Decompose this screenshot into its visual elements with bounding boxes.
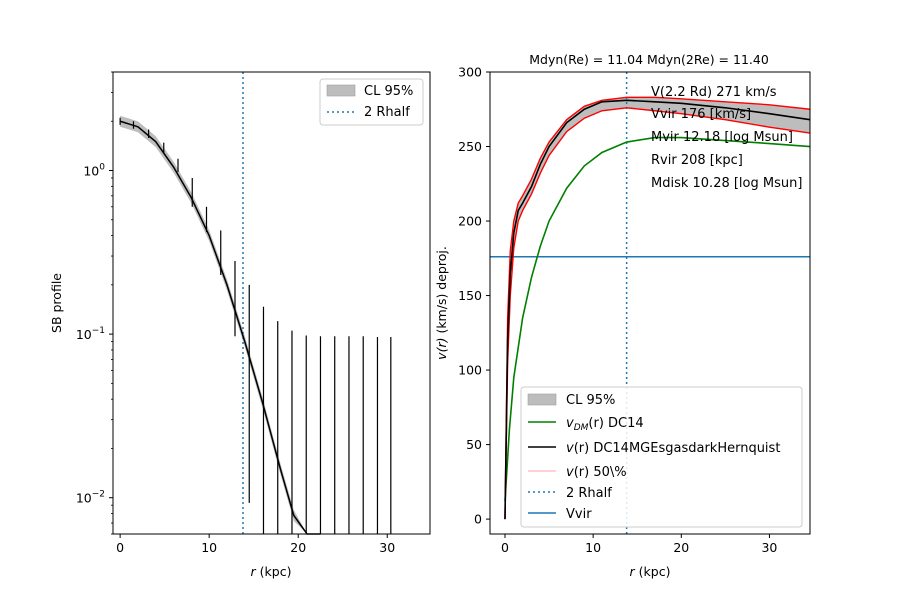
left-legend: CL 95% 2 Rhalf — [319, 78, 424, 126]
annotation-rvir: Rvir 208 [kpc] — [651, 153, 743, 168]
right-xtick-label-0: 0 — [501, 540, 509, 555]
right-legend-vtotal-label: v(r) DC14MGEsgasdarkHernquist — [566, 441, 780, 456]
left-xtick-label-0: 0 — [116, 540, 124, 555]
right-xtick-label-1: 10 — [585, 540, 601, 555]
right-legend-v50-label: v(r) 50\% — [566, 465, 627, 480]
left-legend-cl95-label: CL 95% — [364, 84, 413, 99]
left-error-bars — [119, 117, 392, 534]
right-annotations: V(2.2 Rd) 271 km/s Vvir 176 [km/s] Mvir … — [651, 85, 802, 191]
right-vdm-curve — [504, 136, 811, 502]
right-ytick-label-3: 150 — [458, 288, 482, 303]
left-cl95-band — [120, 115, 321, 534]
left-y-label: SB profile — [49, 273, 64, 333]
left-legend-cl95-swatch — [326, 84, 356, 97]
left-xtick-label-2: 20 — [290, 540, 306, 555]
right-y-label: v(r) (km/s) deproj. — [434, 246, 449, 360]
right-legend: CL 95% vDM(r) DC14 v(r) DC14MGEsgasdarkH… — [520, 386, 803, 528]
right-v-total-curve — [504, 99, 811, 520]
left-model-curve — [119, 120, 321, 535]
annotation-vvir: Vvir 176 [km/s] — [651, 107, 751, 122]
right-x-label: r (kpc) — [630, 564, 671, 579]
right-ytick-label-0: 0 — [474, 512, 482, 527]
left-x-label: r (kpc) — [251, 564, 292, 579]
right-cl-lower-curve — [504, 107, 811, 520]
annotation-mdisk: Mdisk 10.28 [log Msun] — [651, 176, 802, 191]
right-title: Mdyn(Re) = 11.04 Mdyn(2Re) = 11.40 — [529, 52, 769, 67]
left-xtick-label-1: 10 — [201, 540, 217, 555]
right-ytick-label-6: 300 — [458, 65, 482, 80]
left-axes-frame — [112, 71, 431, 535]
annotation-mvir: Mvir 12.18 [log Msun] — [651, 130, 793, 145]
right-ytick-label-1: 50 — [466, 437, 482, 452]
right-xtick-label-3: 30 — [761, 540, 777, 555]
right-ytick-label-5: 250 — [458, 139, 482, 154]
left-legend-2rhalf-label: 2 Rhalf — [364, 105, 410, 120]
left-ytick-label-0: 10−2 — [76, 490, 105, 506]
right-ytick-label-4: 200 — [458, 214, 482, 229]
right-legend-vdm-label: vDM(r) DC14 — [566, 416, 644, 433]
right-legend-cl95-label: CL 95% — [566, 393, 615, 408]
right-legend-vvir-label: Vvir — [566, 507, 592, 522]
left-xtick-label-3: 30 — [379, 540, 395, 555]
left-ytick-label-2: 100 — [83, 162, 105, 178]
right-legend-2rhalf-label: 2 Rhalf — [566, 486, 612, 501]
right-cl-upper-curve — [504, 96, 811, 520]
left-ticks: 0 10 20 30 10−2 10−1 100 — [76, 71, 395, 555]
right-xtick-label-2: 20 — [673, 540, 689, 555]
right-ytick-label-2: 100 — [458, 363, 482, 378]
right-panel: Mdyn(Re) = 11.04 Mdyn(2Re) = 11.40 0 10 20… — [434, 52, 811, 579]
annotation-v22rd: V(2.2 Rd) 271 km/s — [651, 85, 777, 100]
right-legend-box — [520, 386, 803, 528]
left-panel: 0 10 20 30 10−2 10−1 100 r (kpc) SB profile CL… — [49, 71, 431, 579]
right-legend-cl95-swatch — [527, 393, 557, 406]
right-axes-frame — [489, 71, 811, 535]
left-ytick-label-1: 10−1 — [76, 326, 105, 342]
